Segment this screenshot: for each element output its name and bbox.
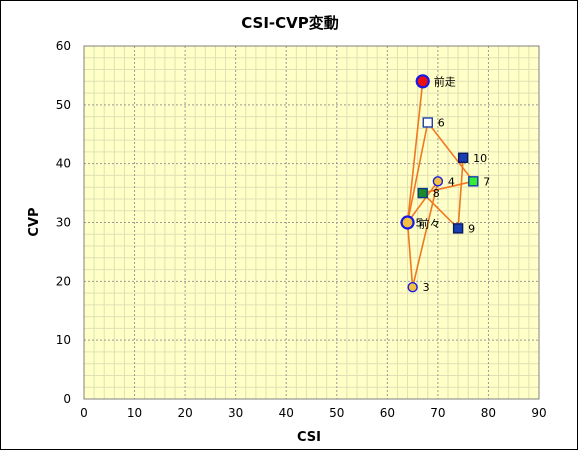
chart-title: CSI-CVP変動 bbox=[241, 14, 339, 32]
data-point bbox=[415, 74, 430, 89]
data-point bbox=[400, 215, 415, 230]
y-axis-title: CVP bbox=[27, 207, 42, 236]
point-label: 前々 bbox=[419, 217, 441, 231]
point-label: 3 bbox=[423, 281, 430, 294]
y-tick-label: 30 bbox=[56, 216, 71, 230]
point-labels: 前走 6 10 4 7 8 5前々 9 3 bbox=[416, 74, 491, 294]
series-points bbox=[400, 74, 479, 293]
y-tick-label: 60 bbox=[56, 39, 71, 53]
data-point bbox=[407, 282, 418, 293]
point-label: 6 bbox=[438, 116, 445, 129]
y-tick-label: 20 bbox=[56, 274, 71, 288]
x-tick-label: 20 bbox=[177, 406, 192, 420]
series-lines bbox=[406, 81, 474, 288]
point-label: 7 bbox=[483, 175, 490, 188]
series-segment bbox=[406, 180, 439, 223]
point-label: 9 bbox=[468, 222, 475, 235]
point-label: 5 bbox=[416, 217, 423, 230]
x-tick-label: 50 bbox=[329, 406, 344, 420]
series-segment bbox=[406, 222, 414, 288]
plot-border bbox=[83, 45, 540, 400]
series-segment bbox=[406, 122, 429, 223]
data-point bbox=[417, 187, 428, 199]
series-segment bbox=[406, 81, 424, 223]
y-tick-label: 40 bbox=[56, 157, 71, 171]
x-tick-label: 30 bbox=[228, 406, 243, 420]
x-tick-label: 60 bbox=[380, 406, 395, 420]
x-tick-label: 80 bbox=[481, 406, 496, 420]
data-point bbox=[422, 117, 433, 128]
series-segment bbox=[427, 121, 474, 182]
point-label: 前走 bbox=[434, 74, 456, 88]
data-point bbox=[468, 176, 479, 187]
y-tick-label: 50 bbox=[56, 98, 71, 112]
x-axis-title: CSI bbox=[297, 430, 321, 445]
y-tick-label: 10 bbox=[56, 333, 71, 347]
x-tick-label: 0 bbox=[80, 406, 88, 420]
series-segment bbox=[411, 181, 439, 288]
data-point bbox=[457, 152, 469, 163]
x-tick-label: 40 bbox=[279, 406, 294, 420]
data-point bbox=[432, 176, 444, 187]
x-tick-label: 70 bbox=[430, 406, 445, 420]
y-tick-label: 0 bbox=[63, 392, 71, 406]
point-label: 10 bbox=[473, 152, 487, 165]
y-axis-ticks: 0 10 20 30 40 50 60 bbox=[56, 39, 71, 406]
x-tick-label: 90 bbox=[531, 406, 546, 420]
data-point bbox=[452, 223, 464, 234]
point-label: 8 bbox=[433, 187, 440, 200]
series-segment bbox=[457, 157, 464, 229]
x-tick-label: 10 bbox=[127, 406, 142, 420]
point-label: 4 bbox=[448, 175, 455, 188]
series-segment bbox=[422, 192, 459, 229]
x-axis-ticks: 0 10 20 30 40 50 60 70 80 90 bbox=[80, 406, 546, 420]
series-segment bbox=[422, 180, 474, 194]
plot-area bbox=[84, 46, 539, 399]
